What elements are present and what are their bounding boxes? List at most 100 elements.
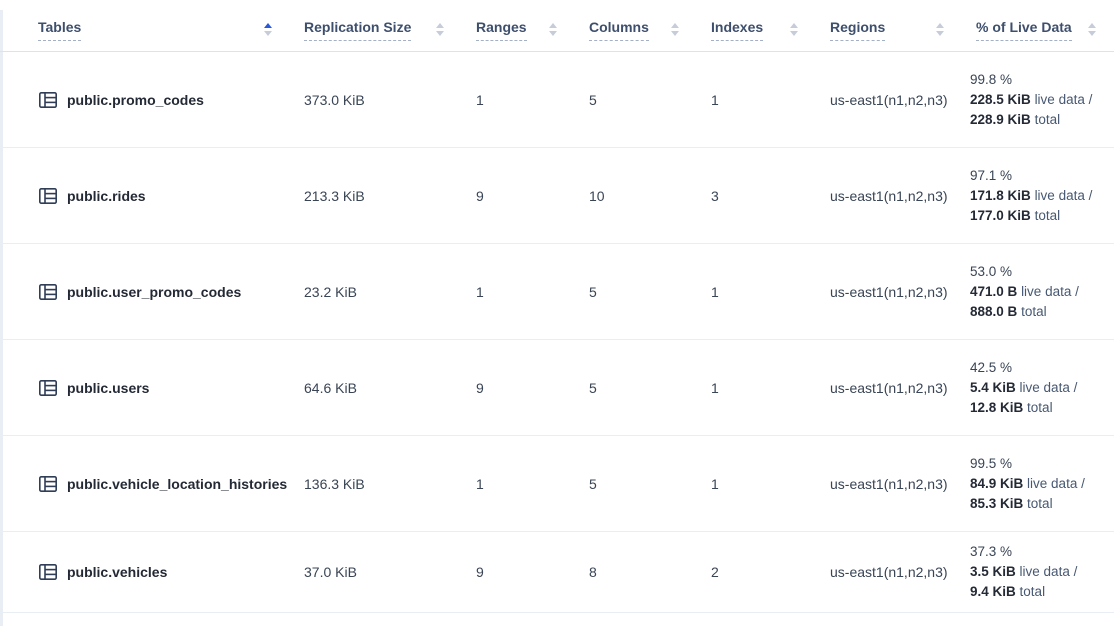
indexes-cell: 1 xyxy=(711,283,719,300)
sort-icon xyxy=(671,23,679,36)
regions-cell: us-east1(n1,n2,n3) xyxy=(830,564,948,580)
live-data-size-line: 228.5 KiB live data / xyxy=(970,91,1093,107)
live-data-cell: 99.8 % 228.5 KiB live data / 228.9 KiB t… xyxy=(962,52,1114,147)
live-data-percent: 53.0 % xyxy=(970,263,1013,279)
column-header-label: Columns xyxy=(589,19,649,41)
indexes-cell: 1 xyxy=(711,91,719,108)
ranges-cell: 1 xyxy=(476,283,484,300)
table-row: public.user_promo_codes 23.2 KiB 1 5 1 u… xyxy=(0,244,1114,340)
replication-size-cell: 37.0 KiB xyxy=(304,564,357,580)
live-data-cell: 53.0 % 471.0 B live data / 888.0 B total xyxy=(962,244,1114,339)
sort-icon xyxy=(790,23,798,36)
live-data-cell: 37.3 % 3.5 KiB live data / 9.4 KiB total xyxy=(962,532,1114,612)
column-header-tables[interactable]: Tables xyxy=(0,0,290,51)
live-data-cell: 99.5 % 84.9 KiB live data / 85.3 KiB tot… xyxy=(962,436,1114,531)
column-header-columns[interactable]: Columns xyxy=(575,0,697,51)
table-row: public.vehicles 37.0 KiB 9 8 2 us-east1(… xyxy=(0,532,1114,613)
table-name: public.rides xyxy=(67,187,146,204)
indexes-cell: 2 xyxy=(711,564,719,580)
replication-size-cell: 23.2 KiB xyxy=(304,283,357,300)
columns-cell: 5 xyxy=(589,91,597,108)
table-row: public.vehicle_location_histories 136.3 … xyxy=(0,436,1114,532)
table-name: public.vehicle_location_histories xyxy=(67,475,288,492)
live-data-percent: 42.5 % xyxy=(970,359,1013,375)
live-data-percent: 99.8 % xyxy=(970,71,1013,87)
live-data-size-line: 171.8 KiB live data / xyxy=(970,187,1093,203)
live-data-size-line: 5.4 KiB live data / xyxy=(970,379,1078,395)
sort-icon xyxy=(264,23,272,36)
ranges-cell: 1 xyxy=(476,91,484,108)
table-icon xyxy=(38,283,57,300)
live-data-size-line: 84.9 KiB live data / xyxy=(970,475,1085,491)
live-data-percent: 97.1 % xyxy=(970,167,1013,183)
sort-icon xyxy=(1088,23,1096,36)
table-icon xyxy=(38,379,57,396)
indexes-cell: 3 xyxy=(711,187,719,204)
regions-cell: us-east1(n1,n2,n3) xyxy=(830,475,948,492)
column-header-ranges[interactable]: Ranges xyxy=(462,0,575,51)
ranges-cell: 9 xyxy=(476,187,484,204)
total-size-line: 888.0 B total xyxy=(970,303,1047,319)
table-name: public.promo_codes xyxy=(67,91,204,108)
columns-cell: 5 xyxy=(589,283,597,300)
table-name: public.user_promo_codes xyxy=(67,283,242,300)
column-header-label: Replication Size xyxy=(304,19,412,41)
column-header-replication-size[interactable]: Replication Size xyxy=(290,0,462,51)
table-name-cell[interactable]: public.rides xyxy=(0,148,290,243)
column-header-label: Tables xyxy=(38,19,82,41)
regions-cell: us-east1(n1,n2,n3) xyxy=(830,187,948,204)
live-data-cell: 42.5 % 5.4 KiB live data / 12.8 KiB tota… xyxy=(962,340,1114,435)
table-header-row: Tables Replication Size Ranges Columns I… xyxy=(0,0,1114,52)
table-name-cell[interactable]: public.vehicles xyxy=(0,532,290,612)
indexes-cell: 1 xyxy=(711,475,719,492)
table-icon xyxy=(38,187,57,204)
regions-cell: us-east1(n1,n2,n3) xyxy=(830,91,948,108)
ranges-cell: 9 xyxy=(476,379,484,396)
table-name-cell[interactable]: public.users xyxy=(0,340,290,435)
live-data-size-line: 471.0 B live data / xyxy=(970,283,1079,299)
live-data-percent: 37.3 % xyxy=(970,544,1013,559)
sort-icon xyxy=(549,23,557,36)
column-header-label: Regions xyxy=(830,19,886,41)
live-data-size-line: 3.5 KiB live data / xyxy=(970,564,1078,579)
column-header-label: % of Live Data xyxy=(976,19,1072,41)
total-size-line: 177.0 KiB total xyxy=(970,207,1061,223)
table-name: public.users xyxy=(67,379,150,396)
columns-cell: 8 xyxy=(589,564,597,580)
total-size-line: 85.3 KiB total xyxy=(970,495,1053,511)
total-size-line: 228.9 KiB total xyxy=(970,111,1061,127)
live-data-percent: 99.5 % xyxy=(970,455,1013,471)
columns-cell: 5 xyxy=(589,475,597,492)
sort-icon xyxy=(936,23,944,36)
columns-cell: 10 xyxy=(589,187,605,204)
page-left-edge-divider xyxy=(0,10,3,626)
table-row: public.users 64.6 KiB 9 5 1 us-east1(n1,… xyxy=(0,340,1114,436)
total-size-line: 12.8 KiB total xyxy=(970,399,1053,415)
table-name-cell[interactable]: public.promo_codes xyxy=(0,52,290,147)
total-size-line: 9.4 KiB total xyxy=(970,584,1046,599)
ranges-cell: 1 xyxy=(476,475,484,492)
regions-cell: us-east1(n1,n2,n3) xyxy=(830,283,948,300)
replication-size-cell: 213.3 KiB xyxy=(304,187,365,204)
table-name-cell[interactable]: public.vehicle_location_histories xyxy=(0,436,290,531)
column-header-live-data[interactable]: % of Live Data xyxy=(962,0,1114,51)
table-icon xyxy=(38,91,57,108)
table-icon xyxy=(38,563,57,580)
table-name-cell[interactable]: public.user_promo_codes xyxy=(0,244,290,339)
column-header-label: Indexes xyxy=(711,19,764,41)
regions-cell: us-east1(n1,n2,n3) xyxy=(830,379,948,396)
table-icon xyxy=(38,475,57,492)
table-name: public.vehicles xyxy=(67,564,168,580)
columns-cell: 5 xyxy=(589,379,597,396)
column-header-indexes[interactable]: Indexes xyxy=(697,0,816,51)
replication-size-cell: 373.0 KiB xyxy=(304,91,365,108)
table-row: public.promo_codes 373.0 KiB 1 5 1 us-ea… xyxy=(0,52,1114,148)
column-header-regions[interactable]: Regions xyxy=(816,0,962,51)
table-row: public.rides 213.3 KiB 9 10 3 us-east1(n… xyxy=(0,148,1114,244)
replication-size-cell: 136.3 KiB xyxy=(304,475,365,492)
indexes-cell: 1 xyxy=(711,379,719,396)
ranges-cell: 9 xyxy=(476,564,484,580)
replication-size-cell: 64.6 KiB xyxy=(304,379,357,396)
column-header-label: Ranges xyxy=(476,19,527,41)
sort-icon xyxy=(436,23,444,36)
